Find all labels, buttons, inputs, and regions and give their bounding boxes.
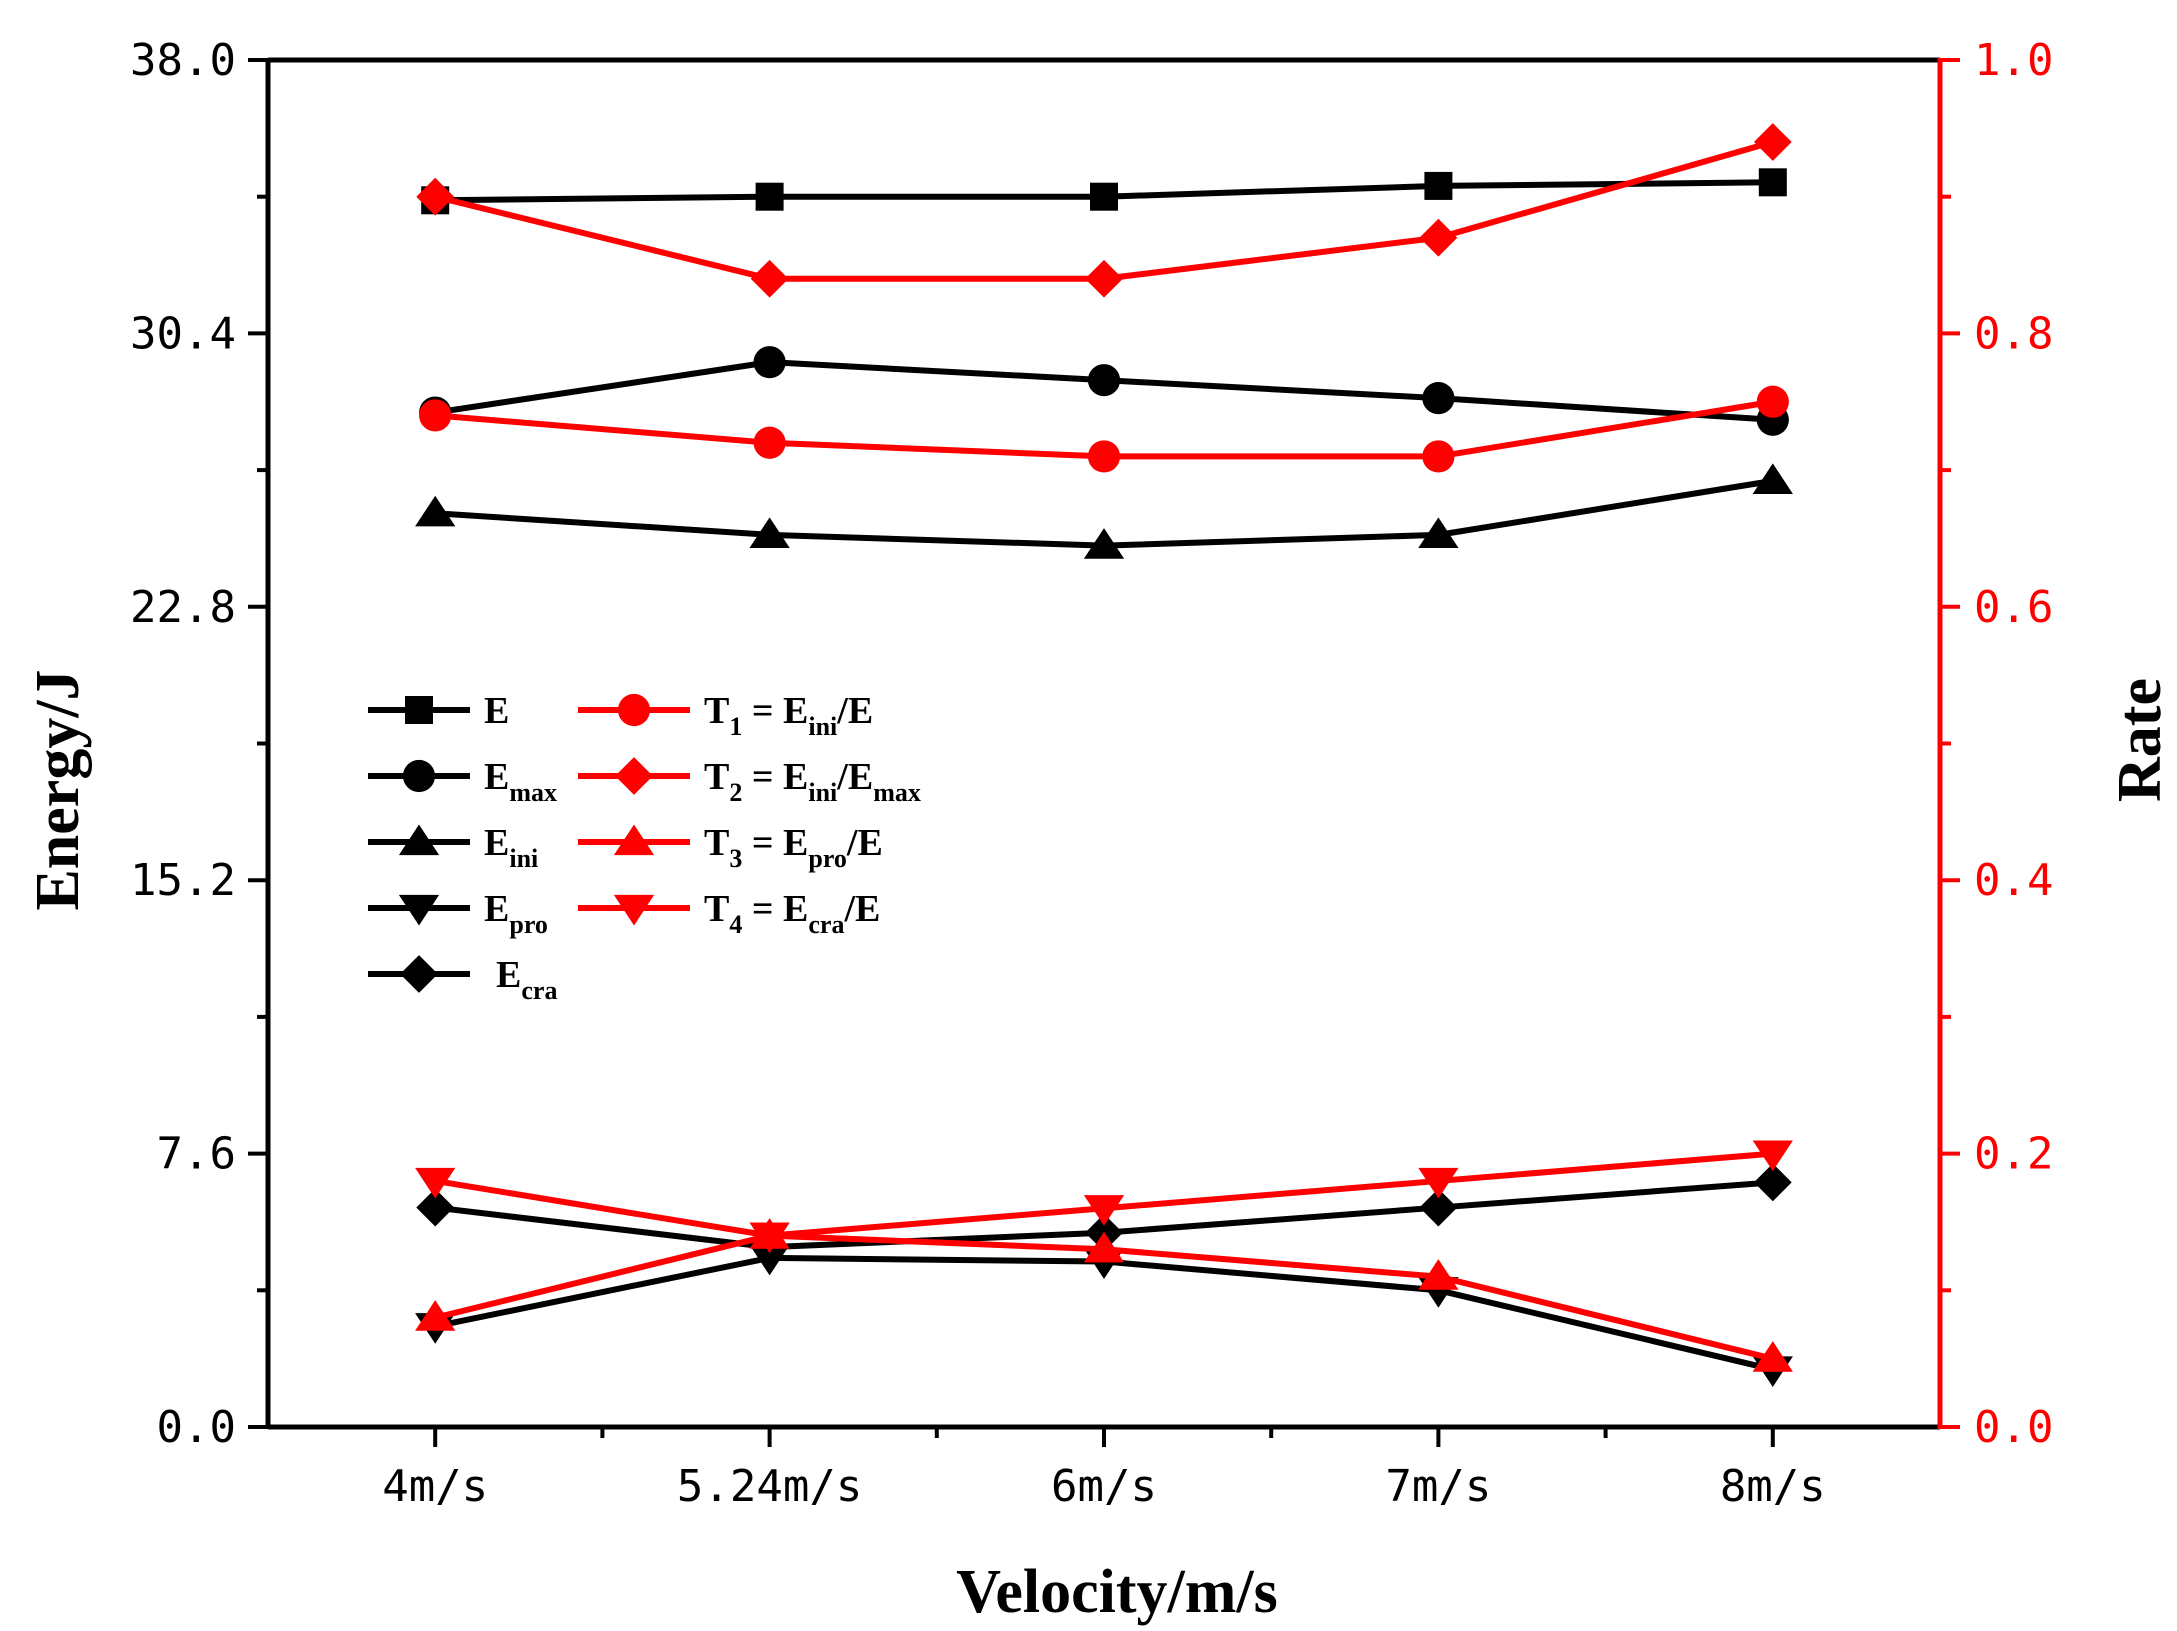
legend-label: E [484,690,509,732]
legend-entry: T1 = Eini/E [578,690,873,741]
right-tick-label: 1.0 [1974,35,2053,86]
data-point [750,259,789,298]
data-point [1418,1259,1459,1290]
legend-marker [405,696,433,724]
data-point [1753,1163,1792,1202]
data-point [1083,1195,1125,1226]
left-y-axis: 0.0 7.6 15.2 22.8 30.4 38.0 [130,35,268,1453]
data-point [1418,517,1459,548]
legend-marker [617,693,651,727]
legend-label: Eini [484,822,538,873]
legend-entry: T3 = Epro/E [578,822,883,873]
x-tick-label: 6m/s [1051,1461,1157,1512]
series-1 [419,346,1789,436]
x-tick-label: 4m/s [382,1461,488,1512]
data-point [1424,171,1453,200]
data-point [1758,168,1787,197]
data-point [1419,1188,1458,1227]
data-point [416,177,455,216]
data-point [1090,182,1118,211]
left-tick-label: 0.0 [157,1402,236,1453]
data-point [1752,1341,1793,1372]
series-5 [419,385,1789,473]
series-7 [415,1218,1793,1372]
data-point [749,1222,790,1254]
legend: E Emax Eini Epro Ecra T1 = Eini/E T2 = Eini/Em… [368,690,921,1005]
data-point [415,1167,456,1199]
right-tick-label: 0.0 [1974,1402,2053,1453]
data-point [1422,382,1455,415]
left-tick-label: 7.6 [157,1129,236,1180]
left-y-axis-title: Energy/J [24,669,92,910]
data-point [753,426,786,459]
right-tick-label: 0.6 [1974,582,2053,633]
data-point [1419,218,1458,257]
legend-entry: Eini [368,822,538,873]
legend-entry: E [368,690,509,732]
data-point [1083,528,1125,559]
data-point [419,399,452,432]
data-point [1756,385,1789,418]
left-tick-label: 30.4 [130,308,236,359]
right-tick-label: 0.8 [1974,308,2053,359]
legend-marker [613,894,655,926]
legend-label: T3 = Epro/E [704,822,883,873]
series-6 [416,123,1792,298]
legend-marker [398,824,440,856]
x-tick-label: 5.24m/s [677,1461,862,1512]
x-tick-label: 7m/s [1385,1461,1491,1512]
data-point [1087,440,1121,473]
data-point [755,182,784,211]
series-8 [415,1140,1793,1254]
data-point [1083,1231,1125,1263]
legend-entry: T4 = Ecra/E [578,888,880,939]
series-layer [415,123,1793,1387]
legend-entry: Ecra [368,954,557,1005]
legend-label: Ecra [496,954,557,1005]
legend-marker [613,824,655,856]
legend-entry: T2 = Eini/Emax [578,756,921,807]
legend-marker [398,894,440,926]
data-point [416,1188,455,1227]
data-point [1753,123,1792,161]
legend-label: Emax [484,756,557,807]
data-point [1418,1167,1459,1199]
legend-entry: Emax [368,756,557,807]
left-tick-label: 38.0 [130,35,236,86]
data-point [1752,1140,1793,1172]
legend-label: T1 = Eini/E [704,690,873,741]
data-point [1422,440,1455,473]
left-tick-label: 22.8 [130,582,236,633]
data-point [1752,463,1793,495]
series-0 [421,168,1787,215]
data-point [415,495,456,527]
series-2 [415,463,1793,559]
legend-label: T4 = Ecra/E [704,888,880,939]
legend-marker [400,955,438,993]
x-axis-title: Velocity/m/s [956,1558,1277,1626]
right-y-axis-title: Rate [2106,678,2174,802]
data-point [1087,364,1121,397]
left-tick-label: 15.2 [130,855,236,906]
right-y-axis: 0.0 0.2 0.4 0.6 0.8 1.0 [1940,35,2053,1453]
x-tick-label: 8m/s [1720,1461,1826,1512]
x-axis: 4m/s 5.24m/s 6m/s 7m/s 8m/s [382,1427,1826,1512]
legend-label: T2 = Eini/Emax [704,756,921,807]
data-point [749,517,790,548]
right-tick-label: 0.4 [1974,855,2053,906]
legend-entry: Epro [368,888,548,939]
legend-marker [615,757,653,795]
right-tick-label: 0.2 [1974,1129,2053,1180]
legend-label: Epro [484,888,548,939]
data-point [753,346,786,379]
legend-marker [402,759,436,793]
data-point [415,1300,456,1331]
data-point [1085,259,1123,298]
